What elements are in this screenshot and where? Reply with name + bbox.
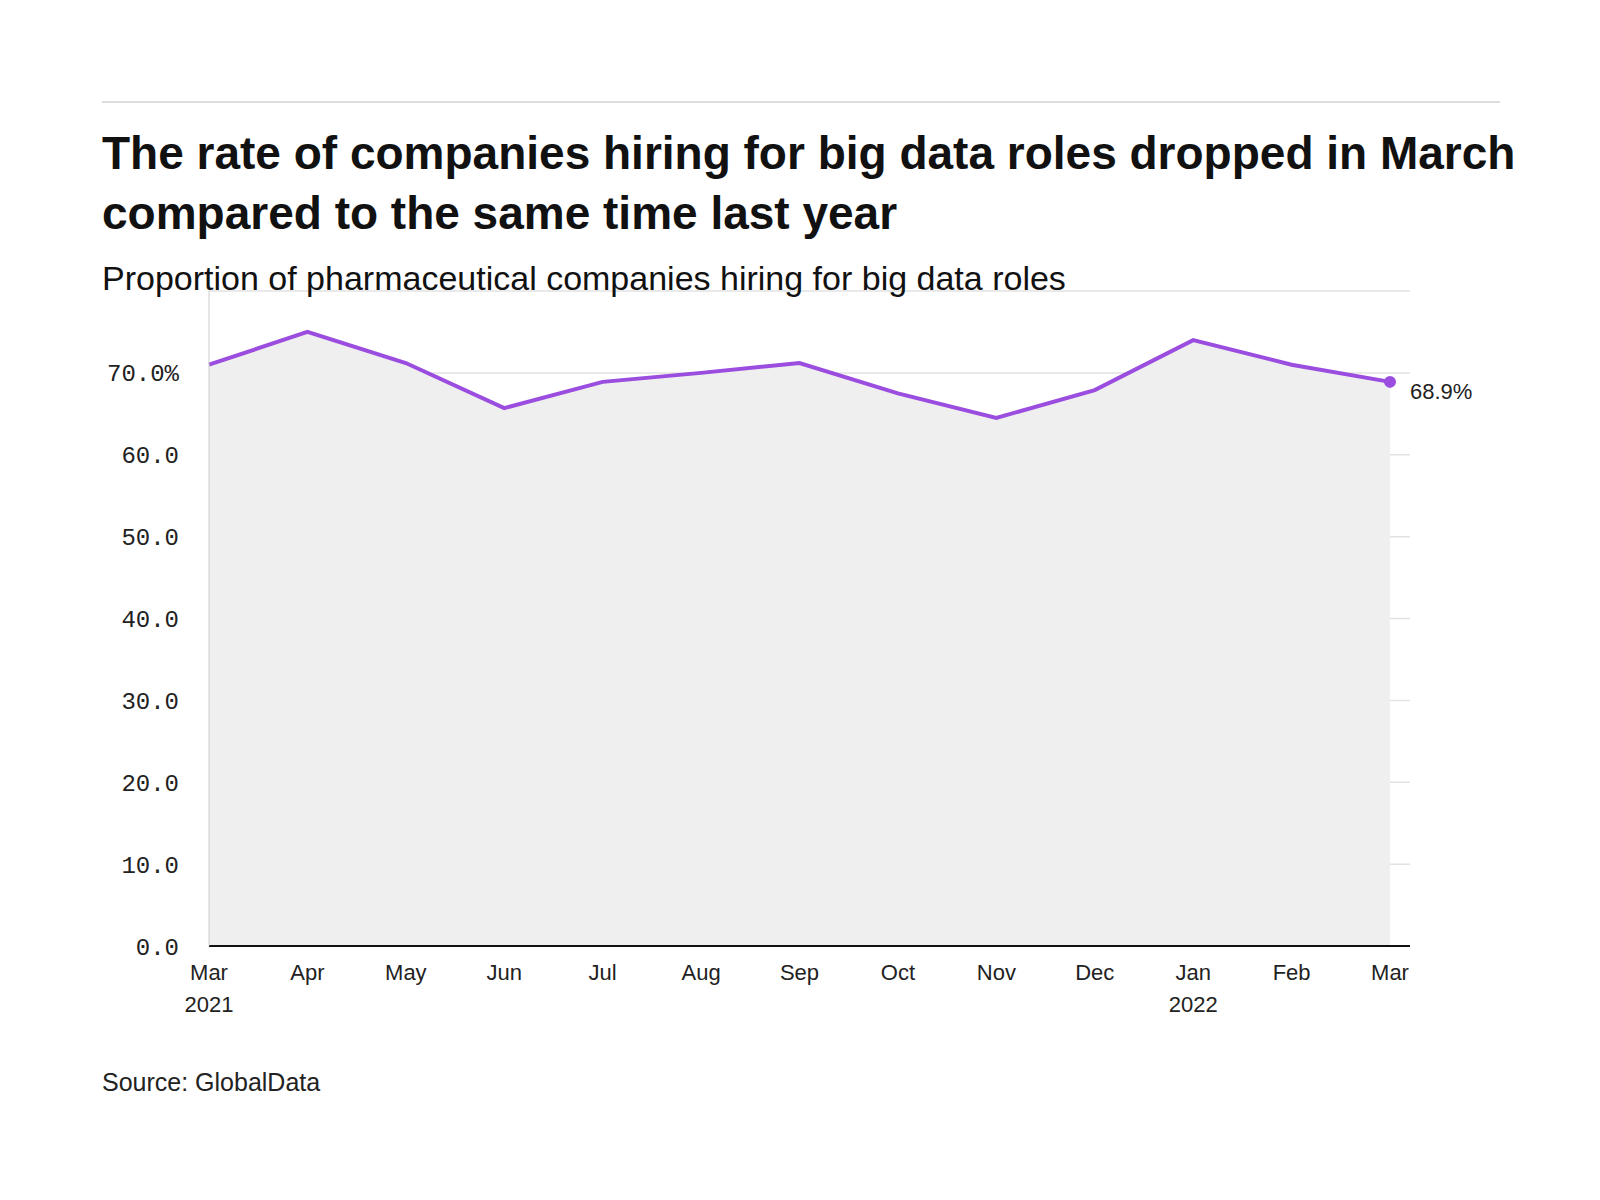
svg-text:50.0: 50.0 — [121, 525, 179, 552]
svg-text:Jul: Jul — [589, 960, 617, 985]
svg-text:Dec: Dec — [1075, 960, 1114, 985]
svg-text:0.0: 0.0 — [136, 935, 179, 962]
svg-text:Jan: Jan — [1175, 960, 1210, 985]
svg-text:Feb: Feb — [1273, 960, 1311, 985]
svg-text:40.0: 40.0 — [121, 607, 179, 634]
svg-text:60.0: 60.0 — [121, 443, 179, 470]
html-text:Source: GlobalData: Source: GlobalData — [102, 1068, 321, 1096]
svg-text:30.0: 30.0 — [121, 689, 179, 716]
svg-text:Oct: Oct — [881, 960, 915, 985]
svg-text:Apr: Apr — [290, 960, 324, 985]
svg-text:Mar: Mar — [1371, 960, 1409, 985]
svg-text:Aug: Aug — [682, 960, 721, 985]
svg-text:68.9%: 68.9% — [1410, 379, 1472, 404]
svg-text:Mar: Mar — [190, 960, 228, 985]
html-text:The rate of companies hiring f: The rate of companies hiring for big dat… — [102, 127, 1516, 239]
svg-text:10.0: 10.0 — [121, 853, 179, 880]
svg-text:Nov: Nov — [977, 960, 1016, 985]
svg-text:Sep: Sep — [780, 960, 819, 985]
svg-text:Jun: Jun — [487, 960, 522, 985]
html-text:Proportion of pharmaceutical c: Proportion of pharmaceutical companies h… — [102, 259, 1066, 297]
svg-text:May: May — [385, 960, 427, 985]
svg-text:2021: 2021 — [185, 992, 234, 1017]
svg-text:20.0: 20.0 — [121, 771, 179, 798]
svg-text:70.0%: 70.0% — [107, 361, 180, 388]
svg-text:2022: 2022 — [1169, 992, 1218, 1017]
